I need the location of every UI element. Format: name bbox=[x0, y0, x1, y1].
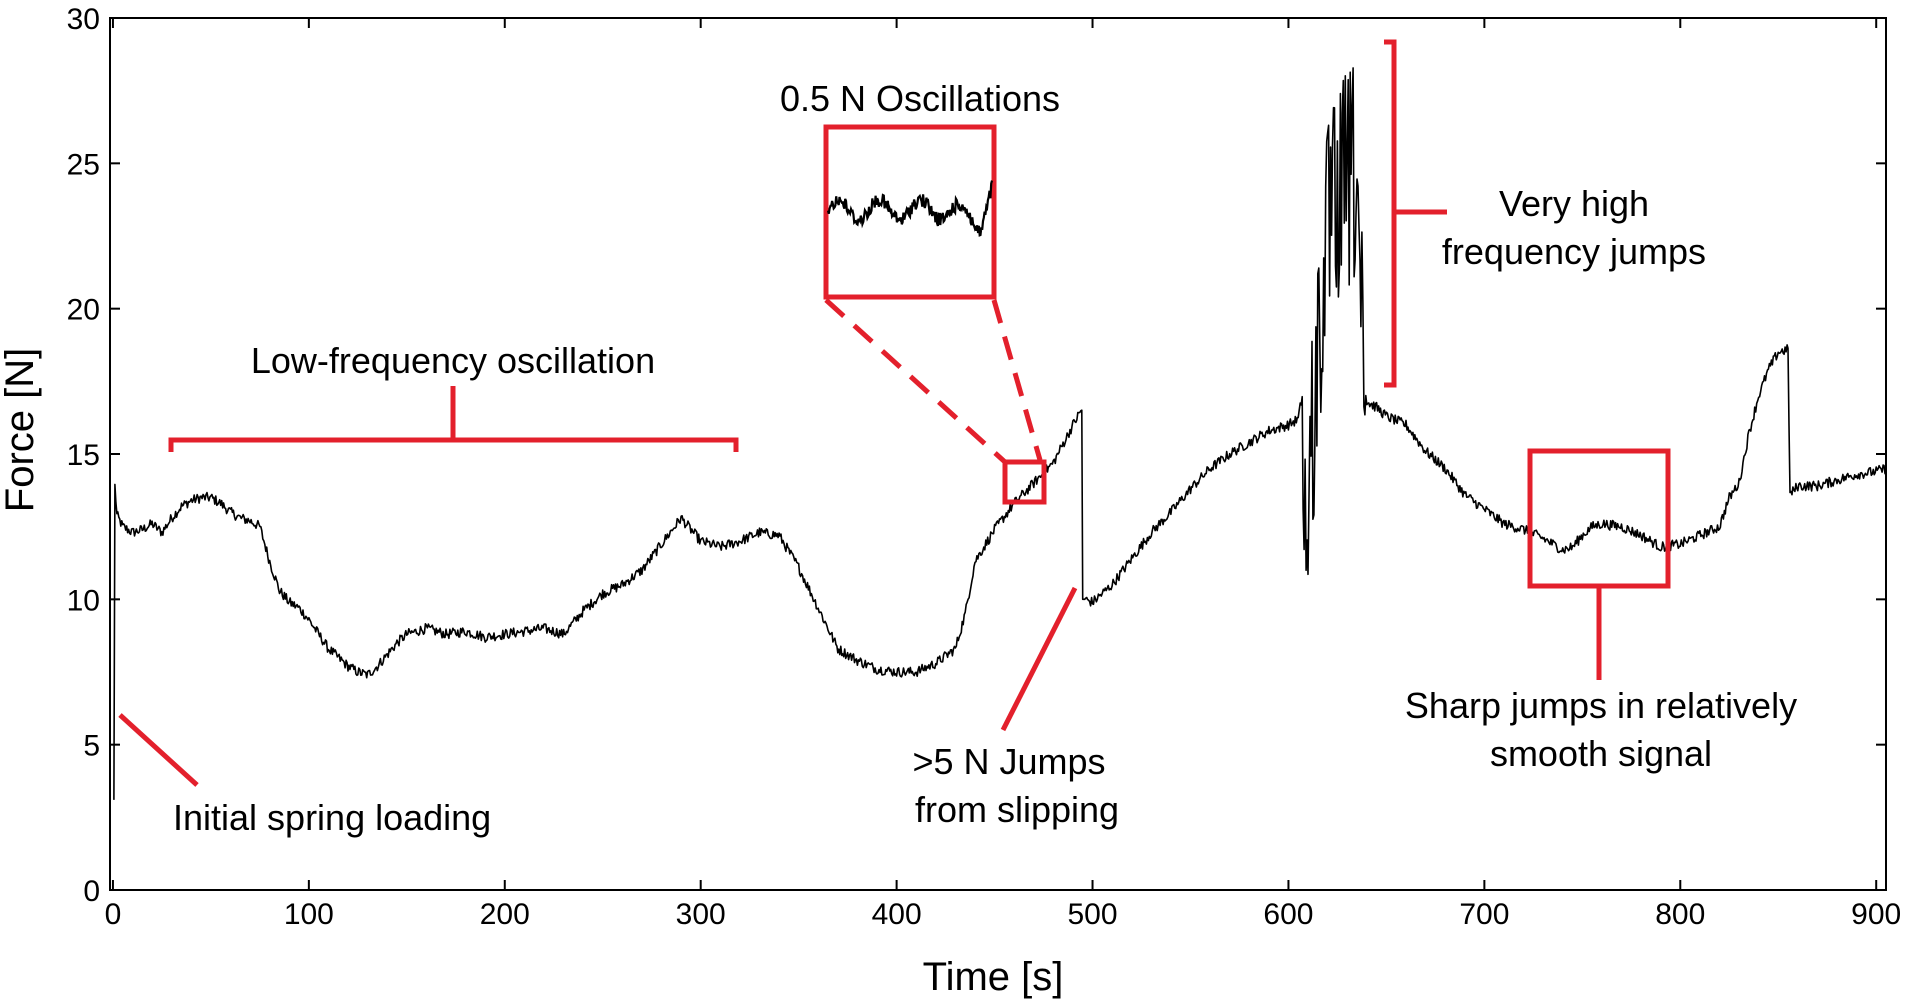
axis-ticks: 0 100 200 300 400 500 600 700 800 900 0 5 10 15 20 25 30 bbox=[67, 3, 1902, 931]
y-tick-label: 20 bbox=[67, 294, 100, 327]
slipping-label-line2: from slipping bbox=[915, 789, 1119, 830]
x-tick-label: 300 bbox=[676, 898, 726, 931]
x-tick-label: 800 bbox=[1655, 898, 1705, 931]
high-frequency-label-line1: Very high bbox=[1499, 183, 1649, 224]
x-tick-label: 100 bbox=[284, 898, 334, 931]
y-tick-label: 0 bbox=[83, 875, 100, 908]
y-tick-label: 5 bbox=[83, 730, 100, 763]
sharp-jumps-label-line1: Sharp jumps in relatively bbox=[1405, 685, 1797, 726]
slipping-label-line1: >5 N Jumps bbox=[912, 741, 1105, 782]
high-frequency-label-line2: frequency jumps bbox=[1442, 231, 1706, 272]
y-tick-label: 25 bbox=[67, 148, 100, 181]
x-tick-label: 400 bbox=[872, 898, 922, 931]
oscillation-zoom-box bbox=[823, 124, 997, 300]
x-tick-label: 700 bbox=[1459, 898, 1509, 931]
force-series-line bbox=[113, 67, 1887, 800]
oscillation-inset-trace bbox=[826, 180, 994, 237]
oscillations-label: 0.5 N Oscillations bbox=[780, 78, 1060, 119]
spring-loading-pointer bbox=[118, 713, 199, 787]
x-tick-label: 600 bbox=[1263, 898, 1313, 931]
sharp-jumps-label-line2: smooth signal bbox=[1490, 733, 1712, 774]
y-axis-label: Force [N] bbox=[0, 348, 42, 512]
x-tick-label: 0 bbox=[105, 898, 122, 931]
oscillation-source-box bbox=[1002, 459, 1047, 505]
force-curve-layer bbox=[113, 67, 1887, 800]
low-frequency-label: Low-frequency oscillation bbox=[251, 340, 655, 381]
spring-loading-label: Initial spring loading bbox=[173, 797, 491, 838]
x-tick-label: 200 bbox=[480, 898, 530, 931]
x-tick-label: 500 bbox=[1067, 898, 1117, 931]
zoom-connector-left bbox=[824, 298, 1007, 464]
high-frequency-bracket bbox=[1384, 39, 1447, 388]
y-tick-label: 30 bbox=[67, 3, 100, 36]
zoom-connector-right bbox=[991, 299, 1043, 461]
annotation-shapes bbox=[118, 39, 1671, 787]
sharp-jumps-box bbox=[1527, 448, 1671, 589]
x-axis-label: Time [s] bbox=[923, 955, 1064, 999]
slipping-pointer bbox=[1000, 586, 1078, 732]
x-tick-label: 900 bbox=[1851, 898, 1901, 931]
low-frequency-bracket bbox=[168, 386, 739, 452]
y-tick-label: 10 bbox=[67, 584, 100, 617]
plot-frame bbox=[109, 17, 1887, 891]
y-tick-label: 15 bbox=[67, 439, 100, 472]
